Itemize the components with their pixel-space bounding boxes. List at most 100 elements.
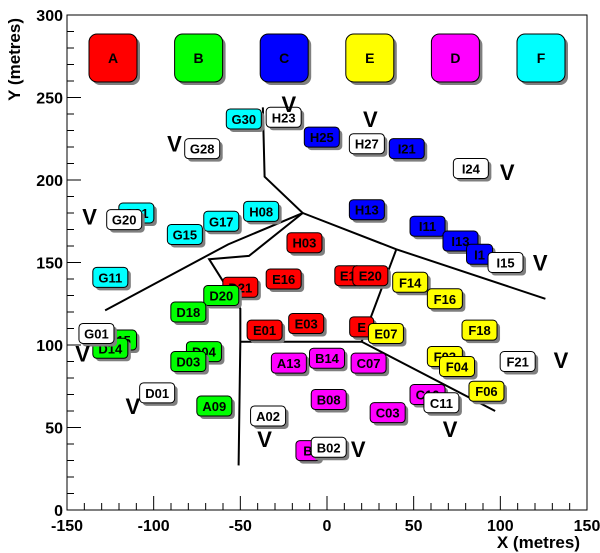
- station-box: [423, 392, 460, 414]
- station-label: B02: [317, 440, 341, 455]
- annotation-v: V: [363, 107, 378, 132]
- station-box: [265, 106, 302, 128]
- station-D01: D01: [139, 382, 178, 406]
- station-label: I15: [496, 256, 514, 271]
- station-F14: F14: [392, 271, 431, 296]
- station-label: D20: [209, 289, 233, 304]
- station-box: [452, 157, 489, 179]
- station-label: B: [303, 444, 312, 459]
- v-annotations: V V V V V V V V V V V V: [75, 92, 568, 462]
- y-tick-label: 200: [36, 173, 63, 190]
- legend-item-E: E: [345, 33, 397, 85]
- legend-label: F: [537, 50, 546, 66]
- y-axis-label: Y (metres): [5, 18, 24, 101]
- station-box: [310, 436, 347, 458]
- station-label: G30: [232, 112, 257, 127]
- annotation-v: V: [257, 427, 272, 452]
- station-label: F21: [506, 355, 528, 370]
- x-tick-label: 100: [487, 518, 514, 535]
- legend-swatch: [174, 33, 224, 83]
- station-H25: H25: [303, 126, 343, 151]
- legend-label: B: [194, 50, 204, 66]
- station-label: D18: [176, 305, 200, 320]
- station-C11: C11: [423, 392, 462, 416]
- legend-swatch: [516, 33, 566, 83]
- station-label: D03: [176, 355, 200, 370]
- station-box: [203, 285, 240, 306]
- station-B08: B08: [310, 388, 350, 413]
- legend-item-B: B: [174, 33, 226, 85]
- station-C03: C03: [369, 402, 409, 426]
- y-tick-label: 250: [36, 91, 63, 108]
- station-I11: I11: [409, 215, 449, 240]
- station-D18: D18: [170, 301, 209, 325]
- station-label: C03: [376, 406, 400, 421]
- station-I15: I15: [487, 252, 527, 276]
- station-box: [203, 210, 240, 232]
- station-box: [170, 351, 207, 372]
- x-axis-label: X (metres): [497, 533, 580, 552]
- station-label: H13: [355, 203, 379, 218]
- station-label: F16: [434, 292, 456, 307]
- station-H08: H08: [243, 200, 282, 225]
- station-box: [388, 138, 425, 160]
- station-E20: E20: [352, 265, 391, 289]
- station-label: F06: [475, 384, 497, 399]
- station-label: I13: [451, 234, 469, 249]
- annotation-v: V: [533, 251, 548, 276]
- station-F16: F16: [426, 288, 466, 312]
- station-G28: G28: [184, 138, 223, 162]
- legend-item-C: C: [259, 33, 312, 85]
- annotation-v: V: [82, 204, 97, 229]
- station-label: E: [357, 320, 366, 335]
- station-label: E1: [340, 269, 356, 284]
- x-tick-label: -100: [138, 518, 170, 535]
- station-I24: I24: [452, 157, 492, 182]
- station-box: [170, 301, 207, 323]
- x-tick-label: -50: [229, 518, 252, 535]
- station-E03: E03: [288, 313, 327, 337]
- station-box: [392, 271, 429, 293]
- legend-swatch: [345, 33, 395, 83]
- station-label: I1: [474, 247, 485, 262]
- station-label: G11: [98, 270, 122, 285]
- legend-label: D: [450, 50, 460, 66]
- station-box: [286, 232, 323, 254]
- station-label: C11: [430, 396, 453, 411]
- station-box: [348, 133, 385, 155]
- x-tick-label: 150: [574, 518, 600, 535]
- station-box: [250, 405, 287, 427]
- station-label: H27: [355, 137, 379, 152]
- station-G20: G20: [106, 209, 145, 233]
- station-F06: F06: [468, 380, 507, 405]
- annotation-v: V: [126, 394, 141, 419]
- station-box: [426, 288, 463, 310]
- legend-swatch: [430, 33, 480, 83]
- x-tick-label: 50: [405, 518, 423, 535]
- station-label: H25: [310, 130, 334, 145]
- station-box: [439, 355, 475, 377]
- annotation-v: V: [75, 341, 90, 366]
- legend-label: E: [365, 50, 374, 66]
- station-box: [348, 199, 385, 221]
- station-G17: G17: [203, 210, 242, 235]
- station-label: D01: [145, 386, 169, 401]
- station-label: I24: [462, 161, 481, 176]
- station-E07: E07: [367, 322, 407, 347]
- station-box: [487, 252, 524, 273]
- station-label: I21: [398, 142, 416, 157]
- station-box: [309, 347, 345, 369]
- station-box: [265, 268, 302, 290]
- station-box: [288, 313, 325, 335]
- station-label: E07: [374, 326, 397, 341]
- station-box: [350, 352, 387, 374]
- station-label: C07: [357, 356, 381, 371]
- station-label: E16: [272, 272, 295, 287]
- station-label: H03: [293, 236, 317, 251]
- y-tick-label: 50: [45, 421, 63, 438]
- station-G11: G11: [92, 266, 131, 291]
- station-box: [246, 319, 283, 341]
- station-label: F14: [399, 275, 422, 290]
- y-tick-label: 300: [36, 8, 63, 25]
